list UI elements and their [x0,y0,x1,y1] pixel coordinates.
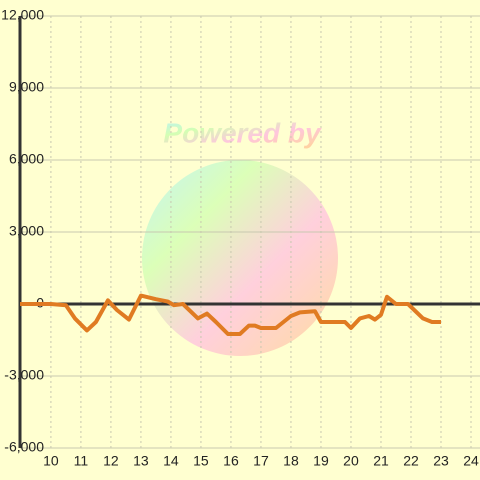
x-tick-label: 23 [433,453,449,469]
x-tick-label: 16 [223,453,239,469]
x-tick-label: 14 [163,453,179,469]
x-tick-label: 20 [343,453,359,469]
x-tick-label: 22 [403,453,419,469]
y-tick-label: -3,000 [4,367,44,383]
x-tick-label: 24 [463,453,479,469]
x-tick-label: 11 [74,453,89,469]
watermark-logo [142,160,338,356]
line [20,293,441,336]
x-tick-label: 12 [103,453,119,469]
x-tick-label: 10 [43,453,59,469]
watermark-text: Powered by [163,117,322,148]
x-tick-label: 13 [133,453,149,469]
y-tick-label: 12,000 [1,7,44,23]
x-tick-label: 19 [313,453,329,469]
y-tick-label: 6,000 [9,151,44,167]
y-tick-label: -6,000 [4,439,44,455]
y-tick-label: 3,000 [9,223,44,239]
x-tick-label: 15 [193,453,209,469]
x-tick-label: 21 [373,453,389,469]
x-tick-label: 18 [283,453,299,469]
y-tick-label: 9,000 [9,79,44,95]
x-tick-label: 17 [253,453,269,469]
